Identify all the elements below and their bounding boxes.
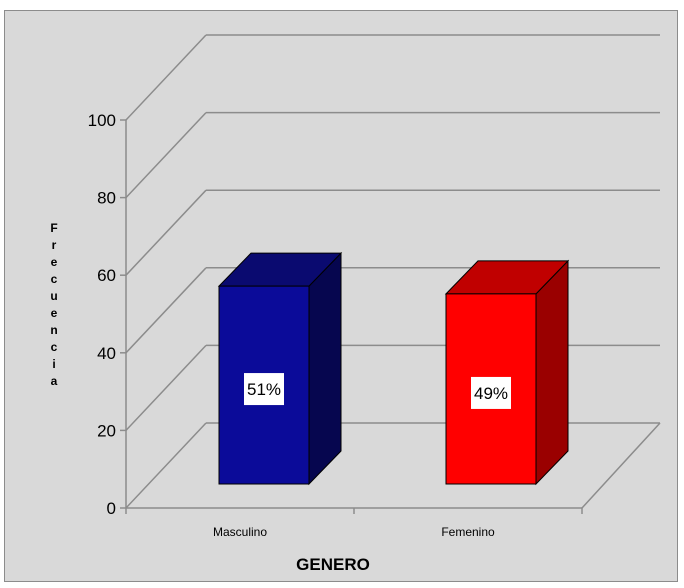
labels: 51% Masculino 49% Femenino [213, 373, 511, 539]
gridline-diagonal [125, 267, 207, 354]
x-tick-label: Femenino [441, 525, 495, 539]
y-tick-label: 0 [107, 499, 116, 518]
data-label: 49% [474, 384, 508, 403]
bars [217, 251, 570, 486]
y-axis-title-letter: c [51, 272, 58, 286]
y-axis-title-letter: u [50, 289, 57, 303]
y-tick-label: 100 [88, 111, 116, 130]
gridlines [125, 34, 661, 514]
y-axis-title-letter: e [51, 306, 58, 320]
y-axis-title-letter: e [51, 255, 58, 269]
y-axis-title-letter: n [50, 323, 57, 337]
bar-masculino [217, 251, 343, 486]
gridline-diagonal [125, 34, 207, 121]
data-label-box [244, 373, 284, 406]
x-tick-label: Masculino [213, 525, 267, 539]
gridline-diagonal [125, 189, 207, 276]
y-axis-title-letter: a [51, 374, 58, 388]
gridline-diagonal [125, 112, 207, 199]
y-axis-title-letter: r [52, 238, 57, 252]
data-label-box [471, 376, 511, 409]
gridline-diagonal [125, 422, 207, 509]
gridline-diagonal [125, 344, 207, 431]
bar-femenino [444, 259, 570, 486]
y-tick-label: 20 [97, 421, 116, 440]
y-tick-label: 40 [97, 344, 116, 363]
bar-side [535, 259, 569, 486]
bar-side [308, 251, 342, 486]
y-tick-label: 80 [97, 189, 116, 208]
floor-edge [581, 422, 661, 509]
y-axis: 0 20 40 60 80 100 [88, 111, 127, 518]
y-tick-label: 60 [97, 266, 116, 285]
x-axis-title: GENERO [296, 555, 370, 574]
y-axis-title-letter: i [52, 357, 55, 371]
data-label: 51% [247, 380, 281, 399]
y-axis-title-letter: F [50, 221, 57, 235]
y-axis-title-letter: c [51, 340, 58, 354]
